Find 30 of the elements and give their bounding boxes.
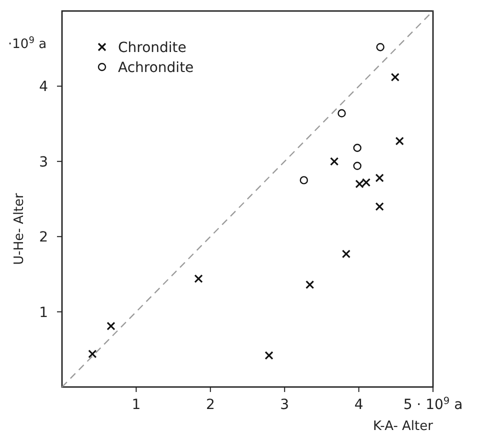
legend-label: Achrondite [118,60,194,76]
x-tick-label: 1 [132,397,141,413]
point [338,109,346,118]
point [376,42,384,52]
x-tick-label: 4 [354,397,364,413]
text: ·10$^{9}$ a [8,36,47,52]
point [88,350,97,358]
point [395,136,404,146]
point [342,250,350,258]
point [390,72,400,82]
point [353,144,362,152]
y-tick-label: 3 [39,154,48,170]
point [375,202,384,211]
point [330,157,339,166]
y-tick-label: 2 [39,230,48,246]
point [264,351,274,360]
y-tick-label: 4 [39,79,48,96]
point [106,322,116,330]
point [375,174,384,182]
point [353,162,362,170]
x-tick-label: 2 [206,397,215,413]
y-axis-title: U-He- Alter [12,192,27,265]
point [306,280,314,290]
point [194,274,203,284]
x-tick-label: 5 · 10$^{9}$ a [403,396,463,413]
point [300,176,308,184]
x-tick-label: 3 [280,397,290,413]
y-tick-label: 1 [39,304,48,321]
x-axis-title: K-A- Alter [373,419,434,434]
legend-label: Chrondite [118,40,186,56]
